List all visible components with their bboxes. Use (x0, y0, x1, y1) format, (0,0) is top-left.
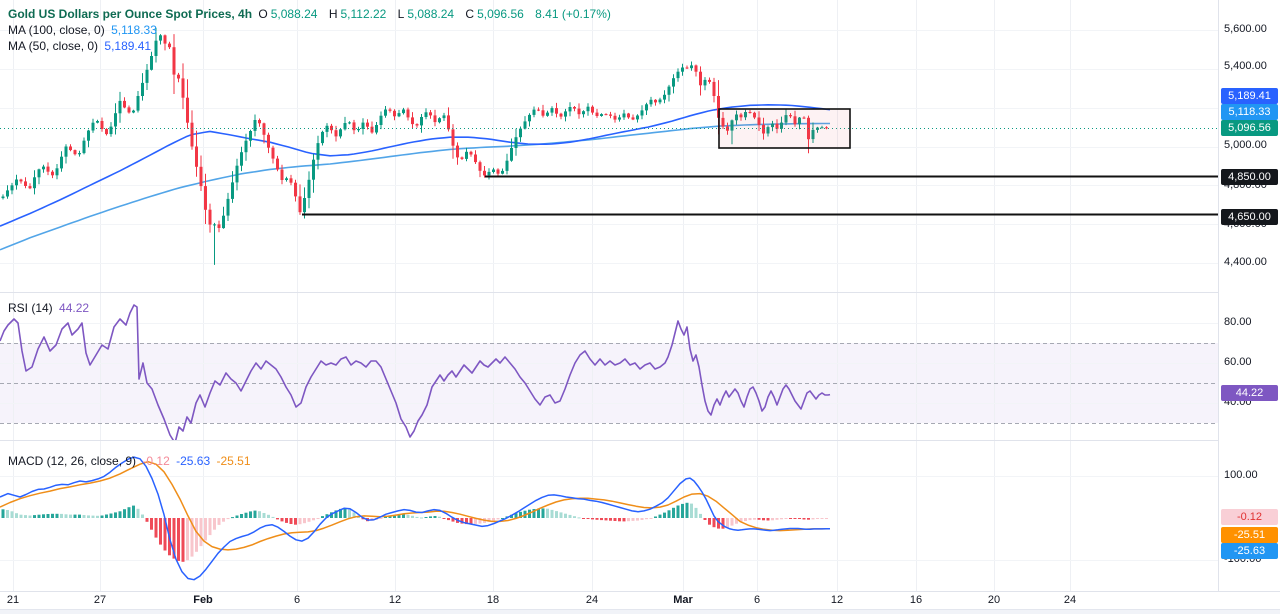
low-value: 5,088.24 (407, 7, 455, 21)
rsi-legend[interactable]: RSI (14) 44.22 (8, 300, 92, 316)
rsi-line (0, 304, 831, 440)
time-tick-label: 21 (6, 594, 20, 606)
ma50-legend-row[interactable]: MA (50, close, 0) 5,189.41 (8, 38, 614, 54)
panel-separator[interactable] (0, 440, 1280, 441)
change-value: 8.41 (+0.17%) (535, 7, 611, 21)
macd-line-axis-badge: -25.63 (1221, 543, 1278, 559)
macd-hist-value: -0.12 (142, 454, 170, 468)
high-value: 5,112.22 (340, 7, 387, 21)
time-tick-label: 12 (830, 594, 844, 606)
support-4650-badge: 4,650.00 (1221, 209, 1278, 225)
macd-signal-axis-badge: -25.51 (1221, 527, 1278, 543)
macd-signal-value: -25.51 (216, 454, 251, 468)
ma100-axis-badge: 5,118.33 (1221, 104, 1278, 120)
rsi-panel: RSI (14) 44.22 (0, 293, 1218, 440)
time-tick-label: 20 (987, 594, 1001, 606)
ma50-label: MA (50, close, 0) (8, 39, 99, 53)
axis-tick-label: 60.00 (1224, 356, 1252, 368)
symbol-ohlc-row[interactable]: Gold US Dollars per Ounce Spot Prices, 4… (8, 6, 614, 22)
macd-panel: MACD (12, 26, close, 9) -0.12 -25.63 -25… (0, 441, 1218, 591)
price-legend: Gold US Dollars per Ounce Spot Prices, 4… (8, 6, 614, 54)
axis-tick-label: 100.00 (1224, 469, 1258, 481)
candles-group (1, 27, 828, 265)
right-price-axis[interactable]: 5,600.005,400.005,000.004,800.004,600.00… (1218, 0, 1280, 591)
ma100-value: 5,118.33 (111, 23, 157, 37)
close-value: 5,096.56 (477, 7, 524, 21)
ma50-value: 5,189.41 (104, 39, 152, 53)
high-label: H (328, 7, 338, 21)
axis-tick-label: 4,400.00 (1224, 256, 1267, 268)
rsi-canvas[interactable] (0, 293, 1218, 440)
range-box (718, 108, 851, 149)
macd-legend[interactable]: MACD (12, 26, close, 9) -0.12 -25.63 -25… (8, 453, 254, 469)
ma100-legend-row[interactable]: MA (100, close, 0) 5,118.33 (8, 22, 614, 38)
ma100-line (0, 122, 830, 251)
time-tick-label: 24 (1063, 594, 1077, 606)
axis-tick-label: 5,600.00 (1224, 23, 1267, 35)
bottom-strip (0, 609, 1280, 614)
panel-separator[interactable] (0, 591, 1280, 592)
support-4850-badge: 4,850.00 (1221, 169, 1278, 185)
macd-histogram (1, 502, 828, 562)
symbol-title: Gold US Dollars per Ounce Spot Prices, 4… (8, 7, 253, 21)
last-price-axis-badge: 5,096.56 (1221, 120, 1278, 136)
axis-tick-label: 5,400.00 (1224, 60, 1267, 72)
time-axis[interactable]: 21 27 Feb 6 12 18 24 Mar 6 12 16 20 24 (0, 592, 1280, 614)
time-tick-label: 6 (293, 594, 301, 606)
rsi-value: 44.22 (59, 301, 90, 315)
time-tick-label: 27 (93, 594, 107, 606)
time-tick-label: 12 (388, 594, 402, 606)
open-label: O (258, 7, 268, 21)
macd-label: MACD (12, 26, close, 9) (8, 454, 137, 468)
axis-tick-label: 80.00 (1224, 316, 1252, 328)
price-canvas[interactable] (0, 0, 1218, 292)
price-panel: Gold US Dollars per Ounce Spot Prices, 4… (0, 0, 1218, 292)
time-tick-label: 24 (585, 594, 599, 606)
macd-signal-line (0, 460, 831, 551)
ma100-label: MA (100, close, 0) (8, 23, 105, 37)
time-tick-label: Feb (193, 594, 213, 606)
panel-separator[interactable] (0, 292, 1280, 293)
macd-hist-axis-badge: -0.12 (1221, 509, 1278, 525)
low-label: L (397, 7, 405, 21)
macd-line-value: -25.63 (176, 454, 211, 468)
time-tick-label: 18 (486, 594, 500, 606)
close-label: C (465, 7, 475, 21)
axis-tick-label: 5,000.00 (1224, 139, 1267, 151)
time-tick-label: Mar (673, 594, 693, 606)
ma50-axis-badge: 5,189.41 (1221, 88, 1278, 104)
macd-canvas[interactable] (0, 441, 1218, 591)
open-value: 5,088.24 (270, 7, 318, 21)
macd-line (0, 456, 830, 581)
time-tick-label: 6 (753, 594, 761, 606)
rsi-axis-badge: 44.22 (1221, 385, 1278, 401)
time-tick-label: 16 (909, 594, 923, 606)
rsi-label: RSI (14) (8, 301, 53, 315)
ma50-line (0, 104, 831, 227)
